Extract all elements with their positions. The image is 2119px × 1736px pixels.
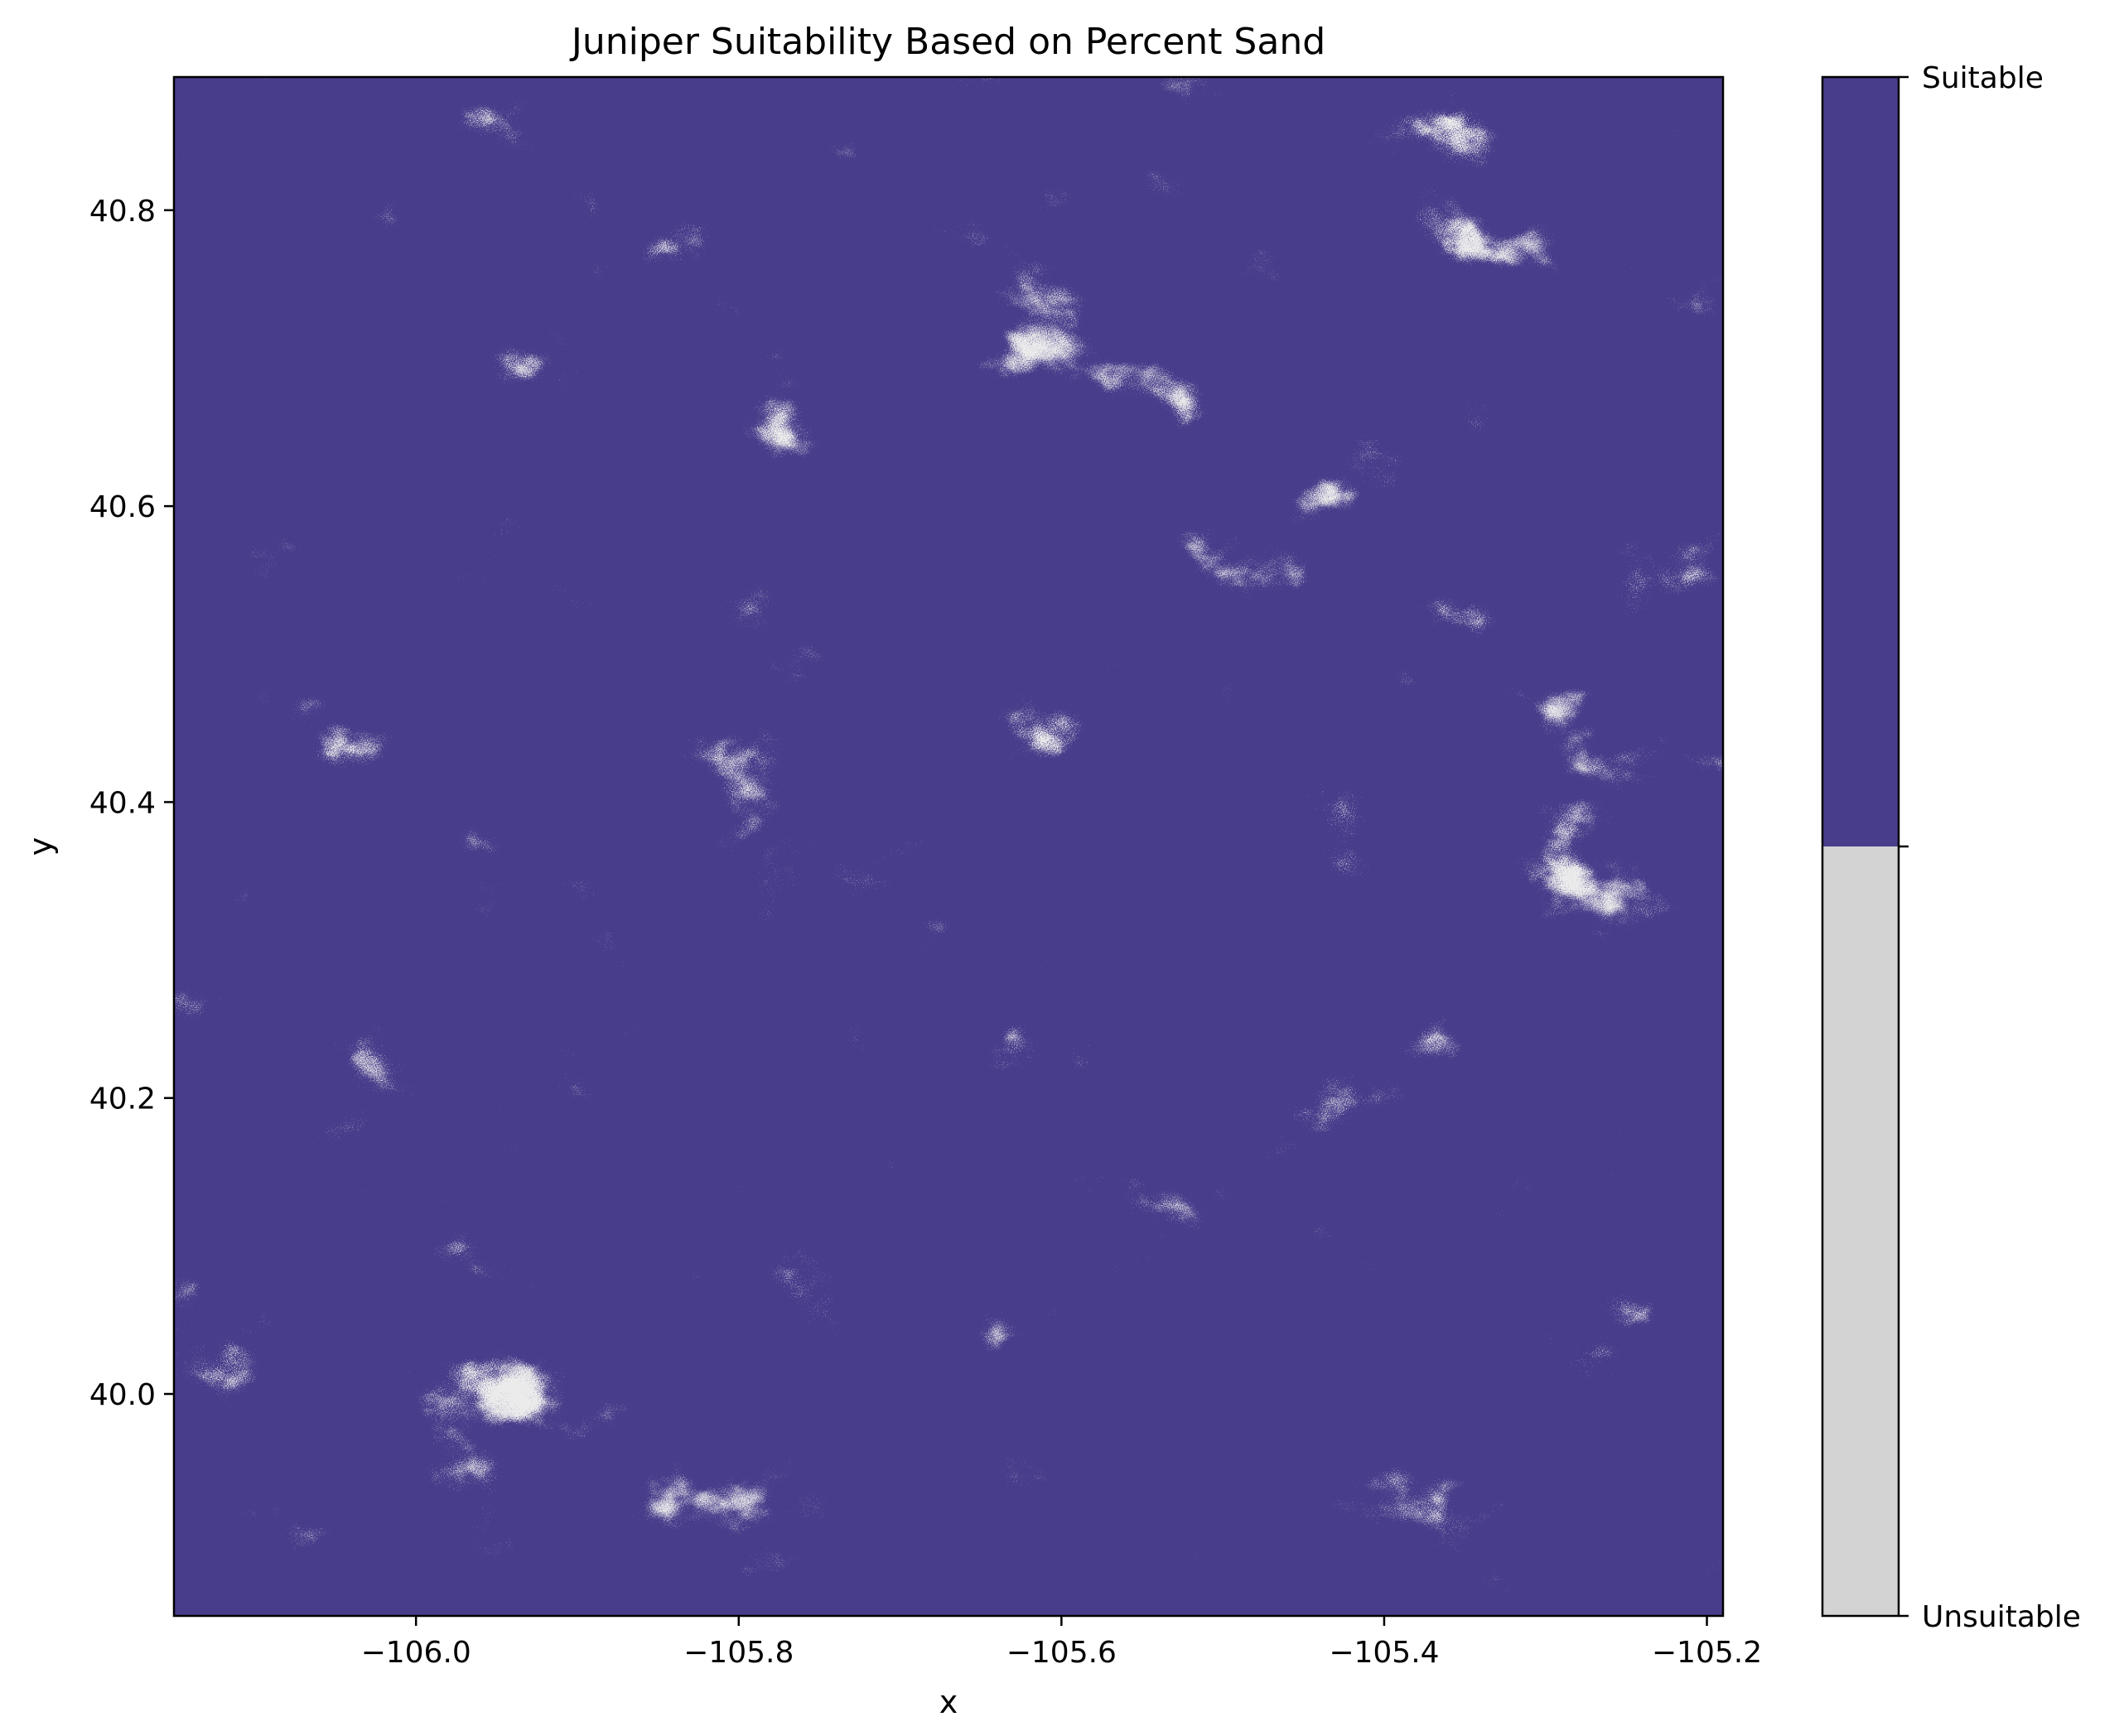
y-tick-label: 40.0	[89, 1378, 156, 1412]
x-tick-label: −105.4	[1329, 1636, 1439, 1670]
colorbar-label-unsuitable: Unsuitable	[1922, 1600, 2081, 1634]
x-tick-label: −106.0	[361, 1636, 471, 1670]
y-tick-label: 40.6	[89, 490, 156, 524]
y-tick-label: 40.4	[89, 786, 156, 820]
colorbar: Suitable Unsuitable	[1821, 61, 2081, 1634]
y-axis-label: y	[22, 837, 59, 856]
plot-area	[174, 77, 1723, 1616]
x-tick-label: −105.2	[1652, 1636, 1762, 1670]
x-tick-label: −105.6	[1006, 1636, 1117, 1670]
x-axis-label: x	[939, 1684, 958, 1720]
y-axis: 40.0 40.2 40.4 40.6 40.8	[89, 195, 174, 1412]
chart-title: Juniper Suitability Based on Percent San…	[569, 21, 1325, 63]
colorbar-segment-unsuitable	[1822, 846, 1899, 1616]
colorbar-label-suitable: Suitable	[1922, 61, 2044, 95]
plot-frame	[172, 75, 1725, 1618]
y-tick-label: 40.2	[89, 1083, 156, 1116]
x-axis: −106.0 −105.8 −105.6 −105.4 −105.2	[361, 1616, 1762, 1670]
unsuitable-raster	[174, 77, 1723, 1616]
colorbar-segment-suitable	[1822, 77, 1899, 846]
x-tick-label: −105.8	[683, 1636, 794, 1670]
y-tick-label: 40.8	[89, 195, 156, 229]
